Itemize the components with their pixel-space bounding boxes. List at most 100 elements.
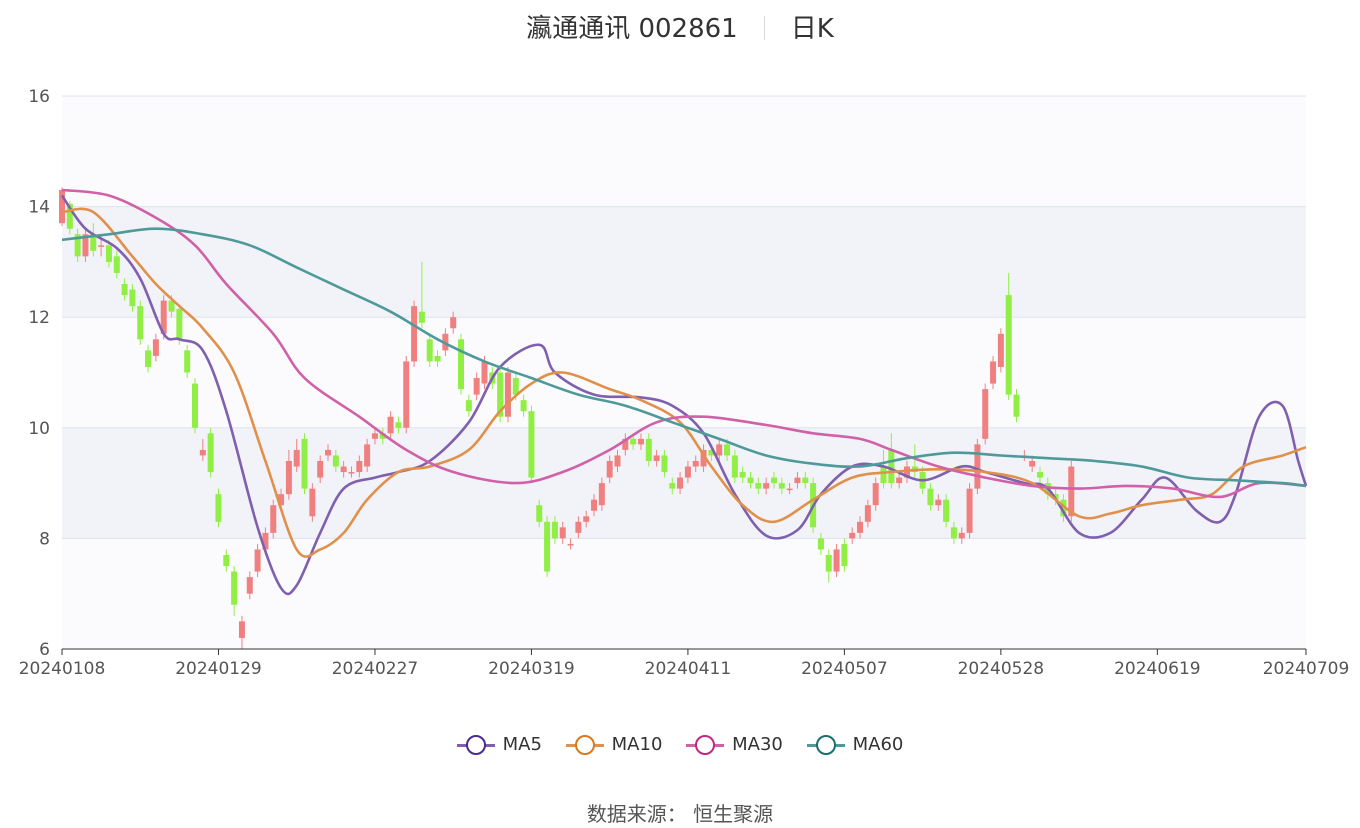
candle-body xyxy=(794,477,801,484)
legend-item-ma60[interactable]: MA60 xyxy=(806,734,904,755)
candle-body xyxy=(747,477,754,484)
x-tick-label: 20240528 xyxy=(958,659,1045,679)
candle-body xyxy=(348,472,355,474)
candle-body xyxy=(90,234,97,251)
y-tick-label: 8 xyxy=(39,529,50,549)
candle-body xyxy=(575,521,582,533)
legend-label-ma5: MA5 xyxy=(502,734,542,755)
band-10-12 xyxy=(62,317,1306,428)
candle-body xyxy=(997,333,1004,367)
candle-body xyxy=(231,571,238,605)
candle-body xyxy=(692,460,699,467)
candle-body xyxy=(935,499,942,506)
x-tick-label: 20240227 xyxy=(332,659,419,679)
legend-swatch-ma30 xyxy=(686,734,725,755)
candle-body xyxy=(285,460,292,495)
x-tick-label: 20240619 xyxy=(1114,659,1201,679)
candle-body xyxy=(817,538,824,550)
candle-body xyxy=(137,306,144,340)
candle-body xyxy=(770,477,777,484)
candle-body xyxy=(192,383,199,428)
candle-body xyxy=(364,444,371,467)
candle-body xyxy=(215,494,222,522)
candle-body xyxy=(786,488,793,491)
x-axis: 20240108 20240129 20240227 20240319 20240411… xyxy=(19,649,1349,679)
candle-body xyxy=(630,438,637,445)
candle-body xyxy=(637,438,644,445)
legend-item-ma30[interactable]: MA30 xyxy=(686,734,783,755)
candle-body xyxy=(145,350,152,367)
y-tick-label: 10 xyxy=(28,419,50,439)
candle-body xyxy=(82,234,89,257)
candle-body xyxy=(238,621,245,638)
candle-body xyxy=(418,311,425,323)
band-14-16 xyxy=(62,96,1306,207)
candle-body xyxy=(653,455,660,461)
candle-body xyxy=(606,460,613,478)
candle-body xyxy=(974,444,981,489)
candle-body xyxy=(152,339,159,356)
candle-body xyxy=(669,483,676,489)
legend-circle-ma30-icon xyxy=(695,734,716,755)
candle-body xyxy=(567,543,574,546)
legend: MA5 MA10 MA30 MA60 xyxy=(0,734,1360,760)
candle-body xyxy=(426,339,433,362)
candle-body xyxy=(379,433,386,439)
candle-body xyxy=(833,549,840,572)
candle-body xyxy=(387,416,394,434)
candle-body xyxy=(199,449,206,456)
legend-label-ma60: MA60 xyxy=(852,734,904,755)
candle-body xyxy=(512,378,519,395)
legend-item-ma10[interactable]: MA10 xyxy=(565,734,663,755)
candle-body xyxy=(684,466,691,478)
candle-body xyxy=(450,317,457,329)
data-source: 数据来源： 恒生聚源 xyxy=(586,802,774,826)
candle-body xyxy=(849,532,856,539)
legend-circle-ma5-icon xyxy=(465,734,486,755)
candle-body xyxy=(1029,460,1036,467)
candle-body xyxy=(544,521,551,572)
band-12-14 xyxy=(62,207,1306,317)
candle-body xyxy=(309,488,316,517)
series-line-ma60 xyxy=(61,227,1307,488)
candle-body xyxy=(74,234,81,257)
candle-body xyxy=(66,203,73,229)
candle-body xyxy=(497,372,504,417)
candle-body xyxy=(888,449,895,484)
candle-body xyxy=(371,433,378,439)
candle-body xyxy=(340,466,347,473)
candle-body xyxy=(1013,394,1020,417)
candle-body xyxy=(700,449,707,467)
candle-body xyxy=(325,449,332,456)
candle-body xyxy=(129,289,136,307)
ma-lines xyxy=(60,188,1308,596)
candle-body xyxy=(168,300,175,312)
candle-body xyxy=(677,477,684,489)
candle-body xyxy=(724,444,731,456)
candle-body xyxy=(583,516,590,522)
y-tick-label: 6 xyxy=(39,640,50,660)
candle-body xyxy=(731,455,738,478)
legend-swatch-ma10 xyxy=(565,734,604,755)
candle-body xyxy=(223,554,230,567)
candle-body xyxy=(825,554,832,572)
candle-body xyxy=(356,460,363,473)
candle-body xyxy=(763,483,770,489)
candle-body xyxy=(802,477,809,484)
candle-body xyxy=(332,455,339,467)
legend-swatch-ma60 xyxy=(806,734,845,755)
x-tick-label: 20240507 xyxy=(801,659,888,679)
candle-body xyxy=(872,483,879,506)
x-tick-label: 20240129 xyxy=(175,659,262,679)
candle-body xyxy=(943,499,950,522)
y-tick-label: 12 xyxy=(28,308,50,328)
legend-label-ma10: MA10 xyxy=(611,734,663,755)
legend-label-ma30: MA30 xyxy=(732,734,783,755)
candle-body xyxy=(614,455,621,467)
legend-item-ma5[interactable]: MA5 xyxy=(456,734,542,755)
candle-body xyxy=(246,577,253,594)
legend-circle-ma60-icon xyxy=(815,734,836,755)
candle-body xyxy=(591,499,598,511)
candle-body xyxy=(559,527,566,539)
candle-body xyxy=(207,433,214,473)
